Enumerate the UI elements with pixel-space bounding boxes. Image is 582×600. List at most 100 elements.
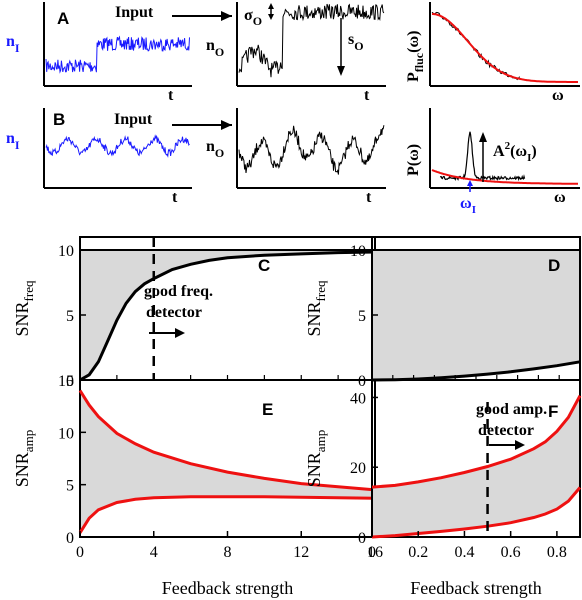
t-label-a1: t	[168, 87, 174, 104]
x-tick-label: 0.8	[547, 544, 567, 561]
panel-label-d: D	[548, 256, 560, 275]
input-trace-b	[45, 134, 190, 158]
input-label-a: Input	[115, 4, 154, 21]
panel-label-a: A	[57, 9, 69, 28]
x-axis-label: Feedback strength	[162, 578, 293, 598]
series-line-f-0	[371, 394, 582, 489]
y-tick-label: 5	[66, 308, 74, 325]
y-axis-label: SNRfreq	[304, 280, 328, 336]
x-tick-label: 4	[150, 544, 158, 561]
chart-panel-d: 0 5 10 SNRfreq D	[304, 236, 581, 390]
y-tick-label: 0	[66, 530, 74, 547]
y-tick-label: 0	[66, 373, 74, 390]
panel-label-f: F	[548, 402, 558, 421]
sigma-label: σO	[244, 7, 262, 28]
shaded-region-e	[80, 390, 375, 533]
amp-label-arg-sub: I	[527, 152, 531, 164]
series-line-e-0	[78, 389, 376, 492]
row-a: A Input t nI σO nO sO t ω Pfluc(ω)	[6, 2, 580, 104]
input-label-b: Input	[114, 111, 153, 128]
panel-label-e: E	[262, 400, 273, 419]
omega-i-label-sub: I	[472, 204, 476, 216]
output-trace-a	[238, 3, 385, 78]
ni-label-a: nI	[6, 33, 20, 55]
y-axis-label: SNRamp	[12, 430, 36, 487]
x-tick-label: 0.4	[454, 544, 474, 561]
chart-panel-f: 0 20 40 0 0.2 0.4 0.6 0.8 Feedback strength SNRam…	[304, 379, 582, 598]
t-label-b1: t	[172, 189, 178, 206]
annotation-text: detector	[478, 422, 534, 439]
amp-label-main: A	[493, 143, 505, 160]
s-label-main: s	[348, 31, 354, 48]
no-label-a-main: n	[206, 37, 215, 54]
pfluc-label: Pfluc(ω)	[405, 31, 426, 82]
y-tick-label: 10	[350, 243, 366, 260]
y-axis-label-main: SNR	[12, 301, 32, 336]
pfluc-label-main: P	[405, 72, 422, 82]
amp-label: A2(ωI)	[493, 140, 537, 164]
y-tick-label: 15	[58, 373, 74, 390]
panel-label-c: C	[258, 256, 270, 275]
ni-label-b-sub: I	[15, 138, 20, 152]
input-trace-a	[45, 35, 190, 74]
p-omega-label: P(ω)	[405, 144, 422, 176]
no-label-a: nO	[206, 37, 224, 59]
row-b: B Input t nI nO t P(ω) A2(ωI) ωI ω	[6, 108, 580, 216]
y-axis-label-sub: freq	[21, 280, 36, 301]
t-label-b2: t	[366, 189, 372, 206]
arrow-b-head	[221, 120, 232, 130]
y-tick-label: 0	[358, 530, 366, 547]
amp-arrow-head	[479, 132, 487, 142]
spectrum-fit-b	[431, 169, 578, 185]
y-axis-label-main: SNR	[304, 452, 324, 487]
no-label-a-sub: O	[215, 45, 224, 59]
y-axis-label-sub: amp	[313, 430, 328, 452]
omega-i-label: ωI	[460, 195, 476, 216]
no-label-b-sub: O	[215, 146, 224, 160]
x-tick-label: 0	[368, 544, 376, 561]
y-axis-label-sub: amp	[21, 430, 36, 452]
ni-label-b-main: n	[6, 130, 15, 147]
x-tick-label: 8	[224, 544, 232, 561]
s-label: sO	[348, 31, 364, 53]
series-line-e-1	[78, 495, 376, 534]
shaded-region-d	[372, 250, 580, 380]
annotation-arrow-head	[175, 328, 185, 338]
output-trace-b	[238, 125, 385, 175]
y-axis-label-main: SNR	[304, 301, 324, 336]
amp-label-sup: 2	[505, 140, 511, 152]
plot-frame-f	[371, 379, 581, 538]
omega-i-label-main: ω	[460, 195, 472, 212]
x-tick-label: 16	[367, 544, 383, 561]
amp-label-arg: (ω	[510, 143, 527, 160]
y-axis-label: SNRfreq	[12, 280, 36, 336]
annotation-text: good amp.	[476, 401, 547, 418]
x-tick-label: 12	[293, 544, 309, 561]
spectrum-fit-a	[432, 13, 578, 83]
sigma-label-main: σ	[244, 7, 253, 24]
ni-label-a-main: n	[6, 33, 15, 50]
x-axis-label: Feedback strength	[410, 578, 541, 598]
sigma-arrow-heads	[268, 3, 274, 20]
s-arrow-head	[337, 66, 345, 76]
no-label-b-main: n	[206, 138, 215, 155]
x-tick-label: 0	[76, 544, 84, 561]
x-tick-label: 0.2	[408, 544, 428, 561]
pfluc-label-sub: fluc	[412, 52, 426, 72]
series-line-f-1	[371, 486, 582, 539]
panel-label-b: B	[53, 110, 65, 129]
omega-label-a: ω	[552, 87, 564, 104]
t-label-a2: t	[364, 87, 370, 104]
sigma-label-sub: O	[253, 14, 262, 28]
y-tick-label: 5	[358, 308, 366, 325]
x-tick-label: 0.6	[501, 544, 521, 561]
y-tick-label: 5	[66, 478, 74, 495]
y-tick-label: 10	[58, 425, 74, 442]
y-tick-label: 0	[358, 373, 366, 390]
y-axis-label: SNRamp	[304, 430, 328, 487]
annotation-text: good freq.	[144, 283, 213, 300]
